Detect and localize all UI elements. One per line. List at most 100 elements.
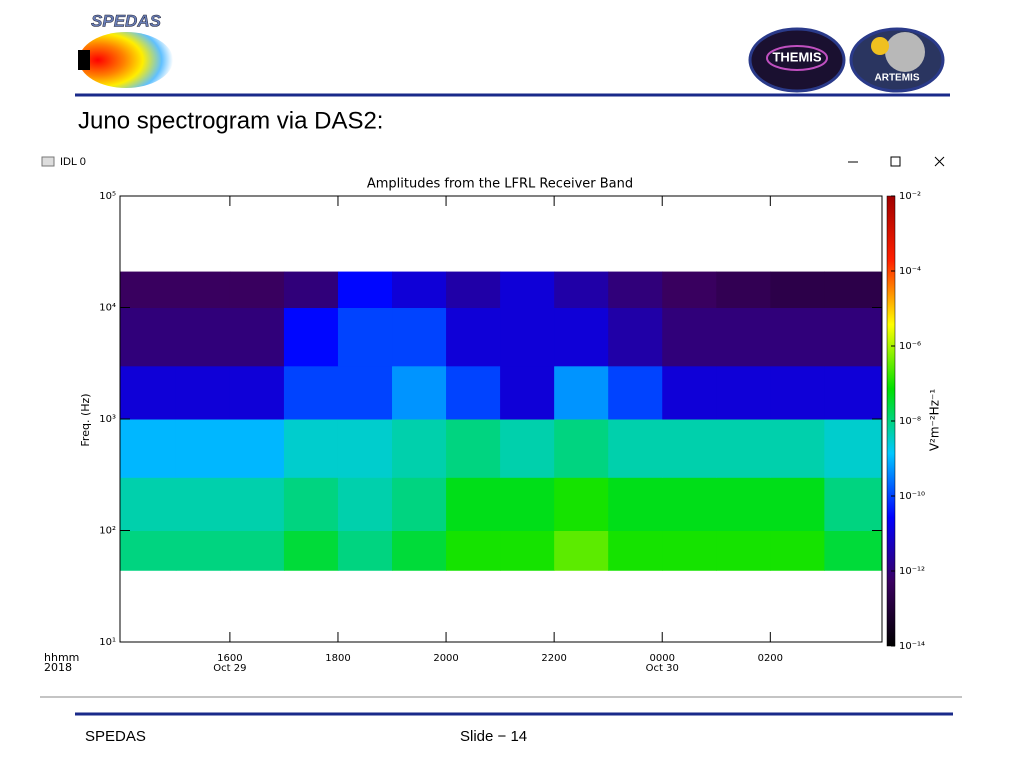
heat-cell — [392, 419, 447, 478]
heat-cell — [229, 530, 285, 571]
heat-cell — [824, 365, 883, 420]
heat-cell — [716, 419, 771, 478]
heat-cell — [175, 365, 231, 420]
heat-cell — [446, 365, 501, 420]
heat-cell — [175, 530, 231, 571]
heat-cell — [120, 365, 177, 420]
heat-cell — [824, 477, 883, 531]
heat-cell — [446, 271, 501, 308]
close-button[interactable] — [934, 156, 945, 167]
x-tick-label: 1600 — [217, 653, 242, 664]
heat-cell — [175, 271, 231, 308]
heat-cell — [229, 271, 285, 308]
heat-cell — [337, 307, 393, 367]
x-tick-label: 2200 — [541, 653, 566, 664]
heat-cell — [337, 271, 393, 308]
heat-cell — [120, 419, 177, 478]
y-tick-label: 10² — [99, 526, 116, 537]
colorbar-tick-label: 10⁻⁶ — [899, 341, 921, 352]
heat-cell — [554, 419, 609, 478]
x-axis-label: hhmm — [44, 651, 79, 664]
heat-cell — [500, 419, 555, 478]
heat-cell — [120, 530, 177, 571]
x-date-label: Oct 29 — [213, 663, 246, 674]
x-tick-label: 0000 — [650, 653, 675, 664]
heat-cell — [120, 271, 177, 308]
heat-cell — [175, 307, 231, 367]
heat-cell — [392, 530, 447, 571]
logo-text: ARTEMIS — [875, 73, 920, 84]
heat-cell — [283, 477, 339, 531]
y-tick-label: 10⁵ — [99, 191, 116, 202]
artemis-logo: ARTEMIS — [849, 27, 945, 93]
heat-cell — [500, 307, 555, 367]
colorbar-tick-label: 10⁻¹² — [899, 566, 925, 577]
heat-cell — [500, 530, 555, 571]
x-axis-year: 2018 — [44, 661, 72, 674]
heat-cell — [120, 477, 177, 531]
heat-cell — [770, 419, 825, 478]
y-tick-label: 10⁴ — [99, 303, 116, 314]
heat-cell — [662, 419, 717, 478]
heat-cell — [716, 365, 771, 420]
heading: Juno spectrogram via DAS2: — [78, 107, 383, 134]
heat-cell — [500, 271, 555, 308]
x-tick-label: 0200 — [758, 653, 783, 664]
heat-cell — [175, 477, 231, 531]
heat-cell — [608, 530, 663, 571]
heat-cell — [337, 365, 393, 420]
heat-cell — [229, 307, 285, 367]
heat-cell — [770, 530, 825, 571]
x-tick-label: 1800 — [325, 653, 350, 664]
heat-cell — [716, 307, 771, 367]
heat-cell — [662, 530, 717, 571]
heat-cell — [824, 307, 883, 367]
heat-cell — [392, 477, 447, 531]
heat-cell — [175, 419, 231, 478]
footer-left: SPEDAS — [85, 728, 146, 745]
heat-cell — [229, 477, 285, 531]
heat-cell — [770, 365, 825, 420]
y-tick-label: 10³ — [99, 414, 116, 425]
heat-cell — [337, 477, 393, 531]
heat-cell — [770, 307, 825, 367]
heat-cell — [770, 271, 825, 308]
heat-cell — [662, 307, 717, 367]
heat-cell — [446, 477, 501, 531]
heat-cell — [283, 271, 339, 308]
y-tick-label: 10¹ — [99, 637, 116, 648]
heat-cell — [337, 530, 393, 571]
window-icon — [41, 156, 55, 167]
heat-cell — [716, 530, 771, 571]
footer-right: Slide − 14 — [460, 728, 527, 745]
heat-cell — [337, 419, 393, 478]
heat-cell — [662, 271, 717, 308]
chart-title: Amplitudes from the LFRL Receiver Band — [367, 177, 633, 192]
heat-cell — [446, 530, 501, 571]
x-date-label: Oct 30 — [646, 663, 679, 674]
heat-cell — [120, 307, 177, 367]
heat-cell — [554, 307, 609, 367]
heat-cell — [283, 365, 339, 420]
colorbar-tick-label: 10⁻¹⁰ — [899, 491, 925, 502]
colorbar-label: V²m⁻²Hz⁻¹ — [928, 389, 942, 452]
heat-cell — [500, 365, 555, 420]
heat-cell — [392, 307, 447, 367]
heat-cell — [283, 419, 339, 478]
heat-cell — [554, 271, 609, 308]
maximize-button[interactable] — [890, 156, 901, 167]
heat-cell — [662, 365, 717, 420]
heat-cell — [446, 307, 501, 367]
logo-text: THEMIS — [772, 49, 821, 64]
colorbar-tick-label: 10⁻⁴ — [899, 266, 921, 277]
heat-cell — [608, 365, 663, 420]
colorbar-tick-label: 10⁻¹⁴ — [899, 641, 925, 652]
heat-cell — [608, 477, 663, 531]
heat-cell — [392, 365, 447, 420]
heat-cell — [229, 419, 285, 478]
heat-cell — [554, 477, 609, 531]
heat-cell — [500, 477, 555, 531]
themis-logo: THEMIS — [748, 27, 846, 93]
logo-text: SPEDAS — [91, 11, 162, 30]
